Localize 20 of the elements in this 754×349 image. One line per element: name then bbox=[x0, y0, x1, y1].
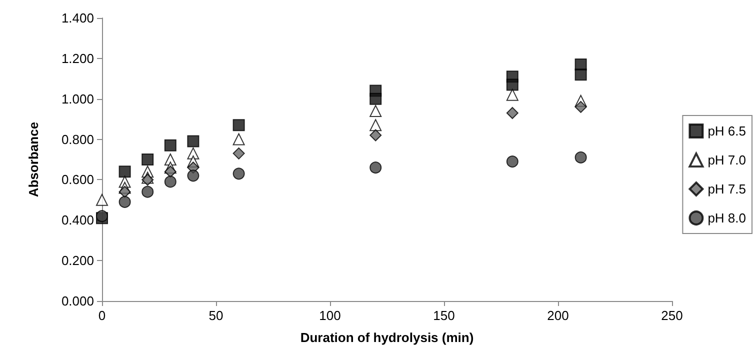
y-tick-label: 0.600 bbox=[61, 172, 94, 188]
y-tick-label: 0.000 bbox=[61, 294, 94, 308]
legend-label: pH 7.5 bbox=[708, 182, 746, 196]
y-tick-label: 0.400 bbox=[61, 212, 94, 228]
x-axis-title: Duration of hydrolysis (min) bbox=[300, 330, 474, 345]
y-tick-label: 1.200 bbox=[61, 50, 94, 66]
legend-label: pH 6.5 bbox=[708, 124, 746, 138]
legend-label: pH 8.0 bbox=[708, 210, 746, 226]
y-tick-label: 0.800 bbox=[61, 132, 94, 147]
x-tick-label: 50 bbox=[208, 308, 224, 323]
y-tick-label: 1.000 bbox=[61, 91, 94, 106]
x-tick-label: 200 bbox=[547, 308, 569, 323]
y-axis-title: Absorbance bbox=[26, 122, 41, 198]
x-tick-label: 150 bbox=[433, 308, 455, 323]
x-tick-label: 100 bbox=[319, 308, 341, 323]
y-tick-label: 1.400 bbox=[61, 10, 94, 26]
legend-label: pH 7.0 bbox=[708, 152, 746, 168]
y-tick-label: 0.200 bbox=[61, 253, 94, 268]
x-tick-label: 250 bbox=[661, 308, 683, 323]
x-tick-label: 0 bbox=[98, 308, 106, 323]
